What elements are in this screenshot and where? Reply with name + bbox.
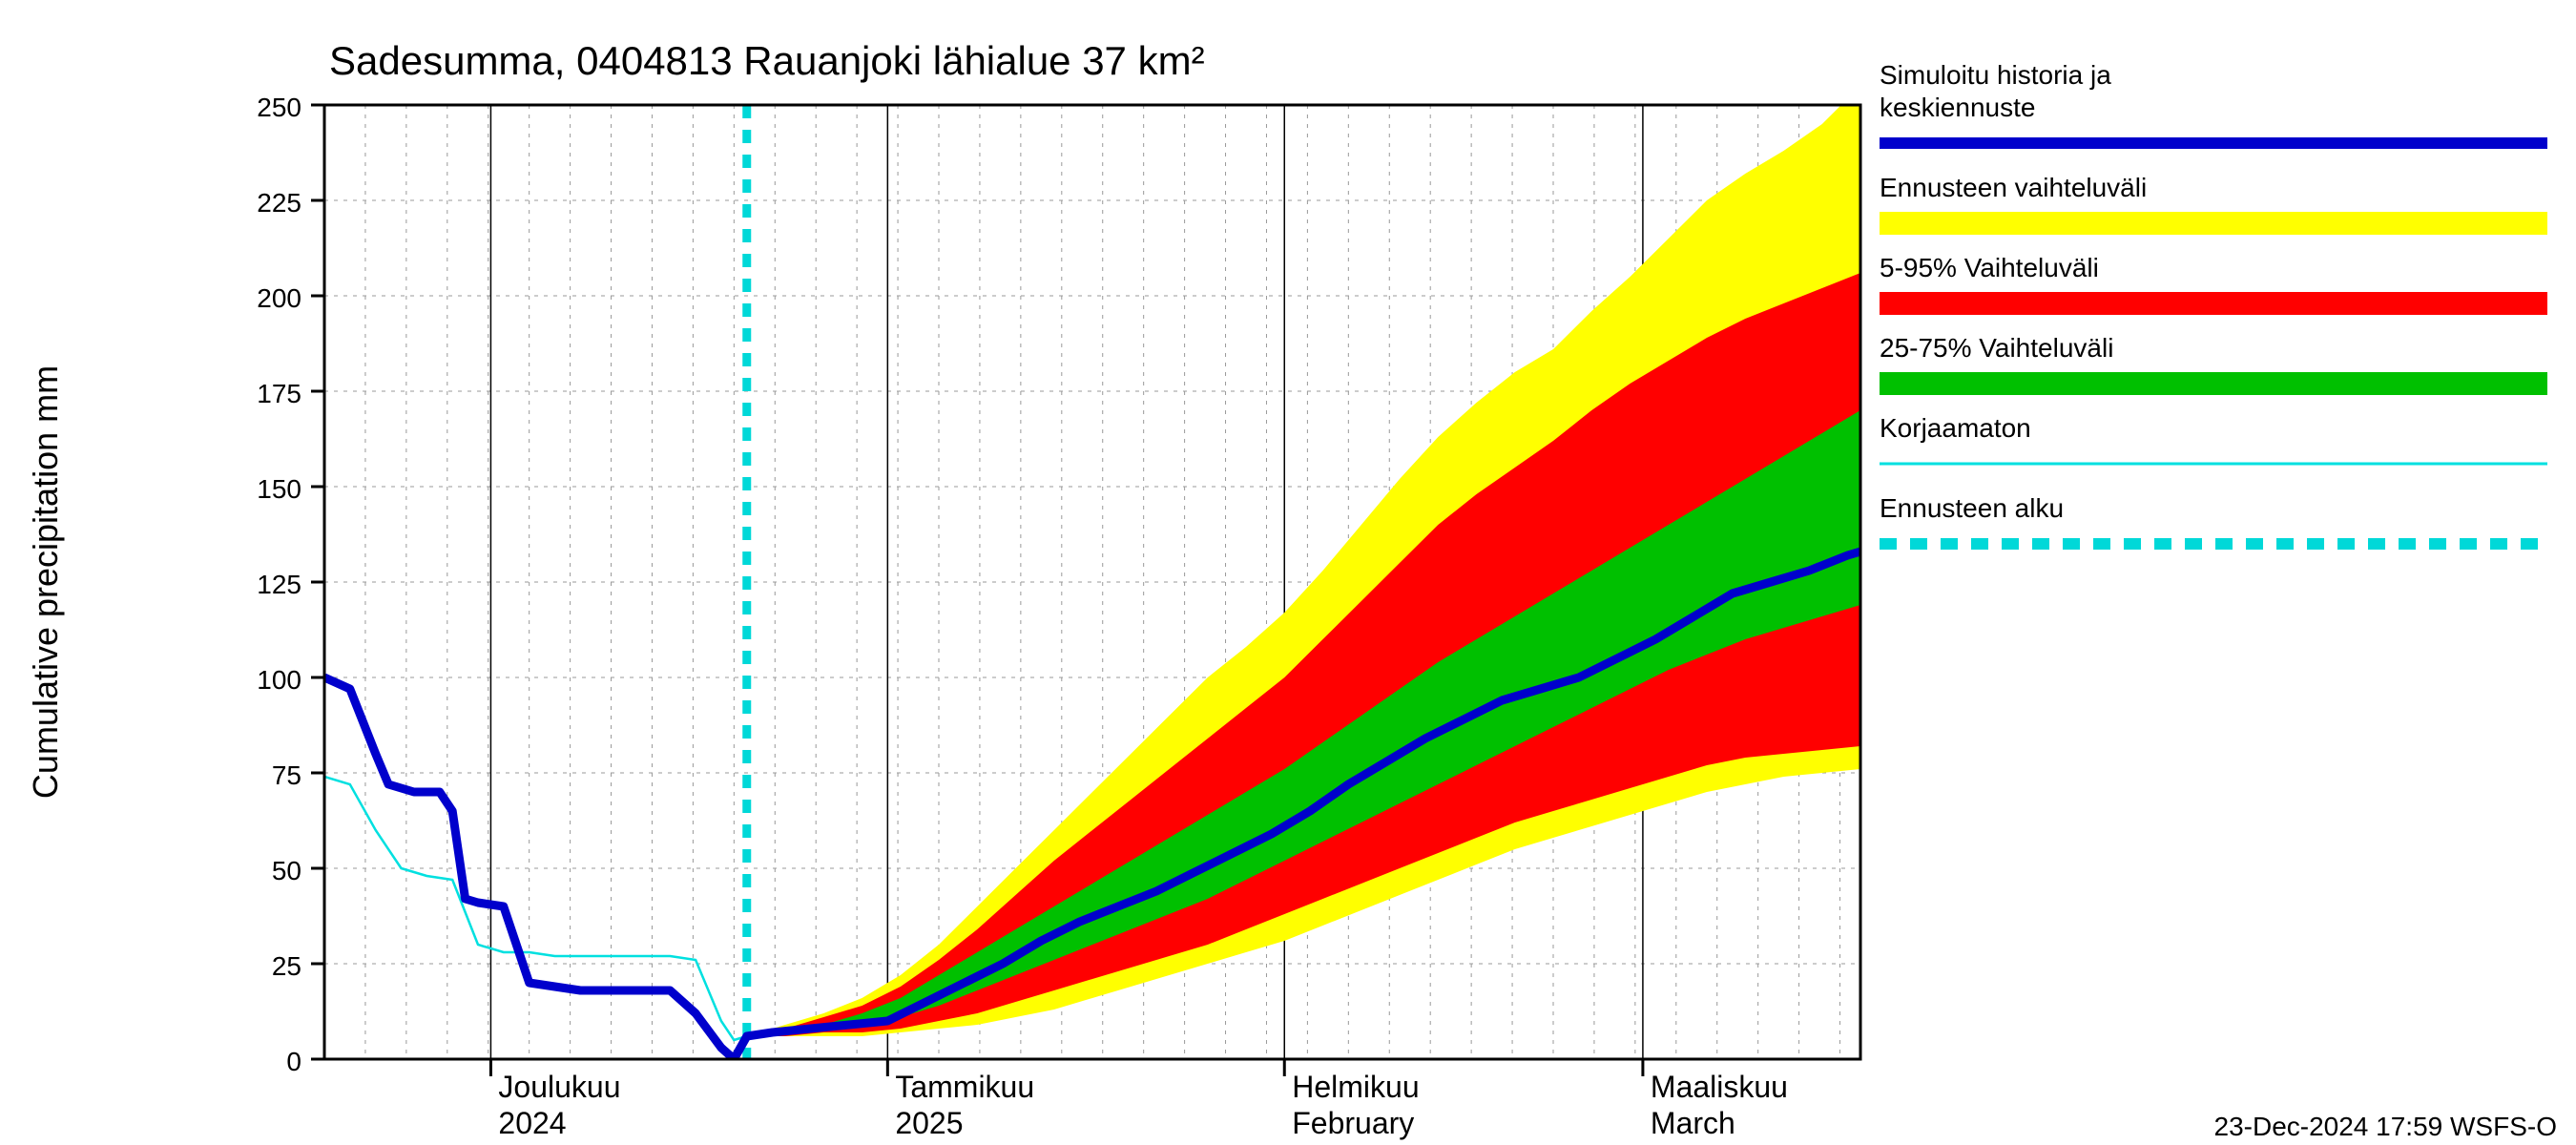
y-tick-label: 100 [257, 665, 301, 695]
x-month-label: Helmikuu [1292, 1070, 1419, 1104]
legend-label: keskiennuste [1880, 93, 2035, 122]
y-tick-label: 50 [272, 856, 301, 885]
legend-label: 25-75% Vaihteluväli [1880, 333, 2113, 363]
y-tick-label: 75 [272, 760, 301, 790]
legend-label: Ennusteen vaihteluväli [1880, 173, 2147, 202]
x-month-label: Tammikuu [895, 1070, 1034, 1104]
x-month-sublabel: February [1292, 1106, 1414, 1140]
y-tick-label: 150 [257, 474, 301, 504]
x-month-sublabel: 2024 [498, 1106, 566, 1140]
chart-background [0, 0, 2576, 1145]
x-month-sublabel: 2025 [895, 1106, 963, 1140]
chart-container: 0 25 50 75 100 125 150 175 200 225 250 Joulukuu2024… [0, 0, 2576, 1145]
legend-swatch [1880, 212, 2547, 235]
y-tick-label: 0 [286, 1047, 301, 1076]
chart-title: Sadesumma, 0404813 Rauanjoki lähialue 37… [329, 38, 1205, 83]
y-tick-label: 200 [257, 283, 301, 313]
legend-label: Ennusteen alku [1880, 493, 2064, 523]
y-axis-label: Cumulative precipitation mm [26, 365, 65, 799]
legend-label: 5-95% Vaihteluväli [1880, 253, 2099, 282]
legend-swatch [1880, 292, 2547, 315]
y-tick-label: 250 [257, 93, 301, 122]
x-month-label: Maaliskuu [1651, 1070, 1788, 1104]
y-tick-label: 125 [257, 570, 301, 599]
y-tick-label: 225 [257, 188, 301, 218]
legend-swatch [1880, 372, 2547, 395]
x-month-label: Joulukuu [498, 1070, 620, 1104]
chart-svg: 0 25 50 75 100 125 150 175 200 225 250 Joulukuu2024… [0, 0, 2576, 1145]
y-tick-label: 25 [272, 951, 301, 981]
y-tick-label: 175 [257, 379, 301, 408]
chart-footer: 23-Dec-2024 17:59 WSFS-O [2214, 1112, 2558, 1141]
legend-label: Simuloitu historia ja [1880, 60, 2111, 90]
x-month-sublabel: March [1651, 1106, 1735, 1140]
legend-label: Korjaamaton [1880, 413, 2031, 443]
